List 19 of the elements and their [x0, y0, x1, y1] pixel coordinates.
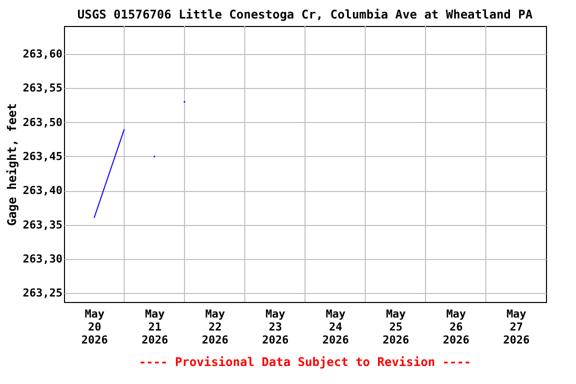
- text: ---- Provisional Data Subject to Revision ----: [138, 355, 472, 369]
- y-tick-label: 263,30: [22, 252, 62, 266]
- x-tick-label: May 21 2026: [142, 308, 168, 346]
- x-tick-label: May 27 2026: [503, 308, 530, 346]
- x-tick-label: May 22 2026: [202, 308, 229, 346]
- y-tick-label: 263,60: [22, 48, 62, 61]
- chart-title: USGS 01576706 Little Conestoga Cr, Columbia Ave at Wheatland PA: [77, 8, 534, 22]
- x-tick-label: May 25 2026: [382, 308, 410, 346]
- y-tick-label: 263,55: [22, 82, 62, 95]
- y-tick-label: 263,25: [22, 286, 62, 300]
- y-tick-label: 263,40: [22, 184, 62, 198]
- x-tick-label: May 23 2026: [262, 308, 289, 346]
- y-tick-label: 263,35: [22, 218, 62, 232]
- y-tick-label: 263,50: [22, 116, 62, 129]
- x-tick-label: May 26 2026: [442, 308, 470, 346]
- x-tick-label: May 20 2026: [81, 308, 108, 346]
- y-tick-label: 263,45: [22, 150, 62, 163]
- y-axis-title: Gage height, feet: [4, 103, 19, 226]
- x-tick-label: May 24 2026: [322, 308, 350, 346]
